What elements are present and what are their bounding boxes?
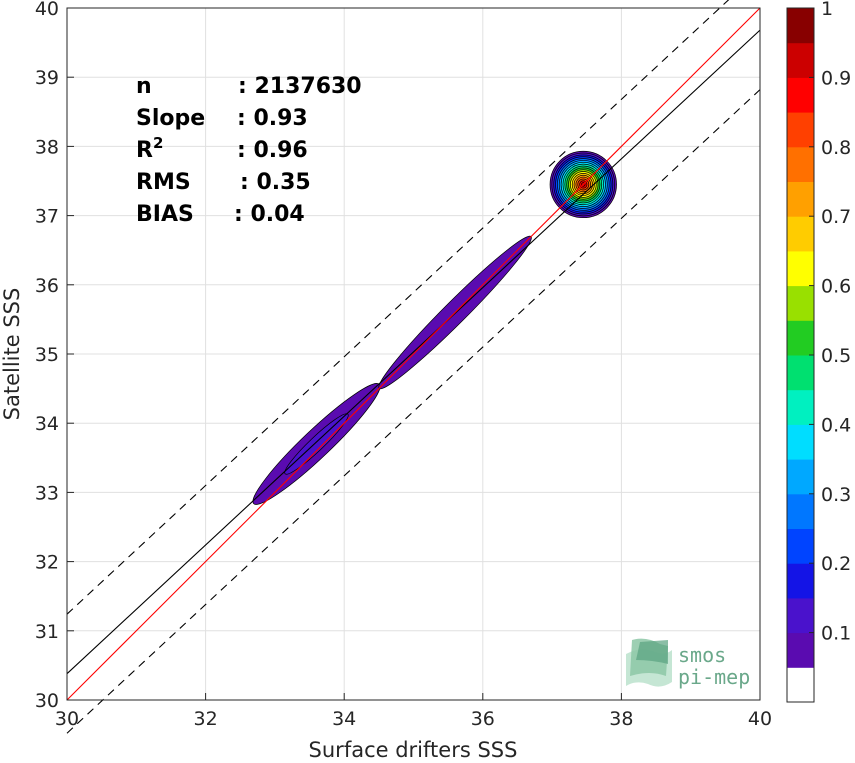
colorbar-segment <box>787 77 814 113</box>
colorbar-tick-label: 0.7 <box>821 206 851 228</box>
y-tick-label: 31 <box>35 621 59 643</box>
stat-superscript: 2 <box>153 134 163 152</box>
upper-bound-dashed-line <box>66 0 730 615</box>
colorbar-segment <box>787 355 814 391</box>
colorbar-segment <box>787 563 814 599</box>
colorbar-tick-label: 0.1 <box>821 623 851 645</box>
colorbar-tick-label: 0.5 <box>821 345 851 367</box>
colorbar-tick-label: 1 <box>821 0 833 20</box>
stat-value: : 0.96 <box>237 138 308 163</box>
y-tick-label: 37 <box>35 206 59 228</box>
colorbar-segment <box>787 597 814 634</box>
logo-graphic-icon <box>626 638 672 687</box>
colorbar-tick-label: 0.6 <box>821 276 851 298</box>
x-tick-label: 36 <box>471 708 495 730</box>
colorbar-segment <box>787 493 814 529</box>
colorbar-segment <box>787 285 814 321</box>
colorbar-segment <box>787 112 814 148</box>
reference-lines <box>66 0 761 734</box>
y-tick-label: 30 <box>35 690 59 712</box>
x-axis-ticks: 30 32 34 36 38 40 <box>55 693 772 730</box>
colorbar-segment <box>787 250 814 287</box>
smos-logo: smos pi-mep <box>626 638 750 689</box>
stat-value: : 0.93 <box>237 106 308 131</box>
colorbar-tick-label: 0.3 <box>821 484 851 506</box>
y-axis-ticks: 30 31 32 33 34 35 36 37 38 39 40 <box>35 0 74 712</box>
colorbar-segment <box>787 181 814 217</box>
lower-bound-dashed-line <box>66 89 761 734</box>
y-tick-label: 32 <box>35 552 59 574</box>
stat-label: BIAS <box>136 202 194 227</box>
y-tick-label: 38 <box>35 136 59 158</box>
stat-label: RMS <box>136 170 191 195</box>
y-axis-label: Satellite SSS <box>0 288 24 421</box>
colorbar-segment <box>787 632 814 668</box>
colorbar-segment <box>787 389 814 425</box>
stat-value: : 2137630 <box>238 74 362 99</box>
stat-label: n <box>136 74 152 99</box>
colorbar-segment <box>787 528 814 564</box>
one-to-one-line <box>66 7 761 701</box>
colorbar-tick-label: 0.9 <box>821 67 851 89</box>
colorbar-tick-label: 0.2 <box>821 553 851 575</box>
regression-line <box>66 29 761 675</box>
grid <box>66 7 761 701</box>
colorbar-segment <box>787 320 814 356</box>
logo-line2: pi-mep <box>678 665 750 689</box>
y-tick-label: 34 <box>35 413 59 435</box>
colorbar-segment <box>787 459 814 495</box>
stat-label: Slope <box>136 106 205 131</box>
colorbar-segment <box>787 8 814 44</box>
colorbar-segment <box>787 146 814 182</box>
x-tick-label: 40 <box>748 708 772 730</box>
stat-value: : 0.35 <box>240 170 311 195</box>
colorbar: 0.1 0.2 0.3 0.4 0.5 0.6 0.7 0.8 0.9 1 <box>786 0 851 703</box>
x-tick-label: 30 <box>55 708 79 730</box>
colorbar-segment <box>787 216 814 252</box>
x-tick-label: 34 <box>332 708 356 730</box>
colorbar-tick-label: 0.4 <box>821 414 851 436</box>
y-tick-label: 35 <box>35 344 59 366</box>
colorbar-tick-label: 0.8 <box>821 137 851 159</box>
y-tick-label: 36 <box>35 275 59 297</box>
y-tick-label: 39 <box>35 67 59 89</box>
colorbar-segment <box>787 42 814 78</box>
y-tick-label: 33 <box>35 482 59 504</box>
colorbar-segment <box>787 667 814 703</box>
x-tick-label: 38 <box>609 708 633 730</box>
colorbar-segment <box>787 424 814 460</box>
y-tick-label: 40 <box>35 0 59 20</box>
logo-line1: smos <box>678 643 726 667</box>
contour-level <box>284 413 349 475</box>
x-tick-label: 32 <box>194 708 218 730</box>
stat-value: : 0.04 <box>234 202 305 227</box>
x-axis-label: Surface drifters SSS <box>309 738 518 762</box>
